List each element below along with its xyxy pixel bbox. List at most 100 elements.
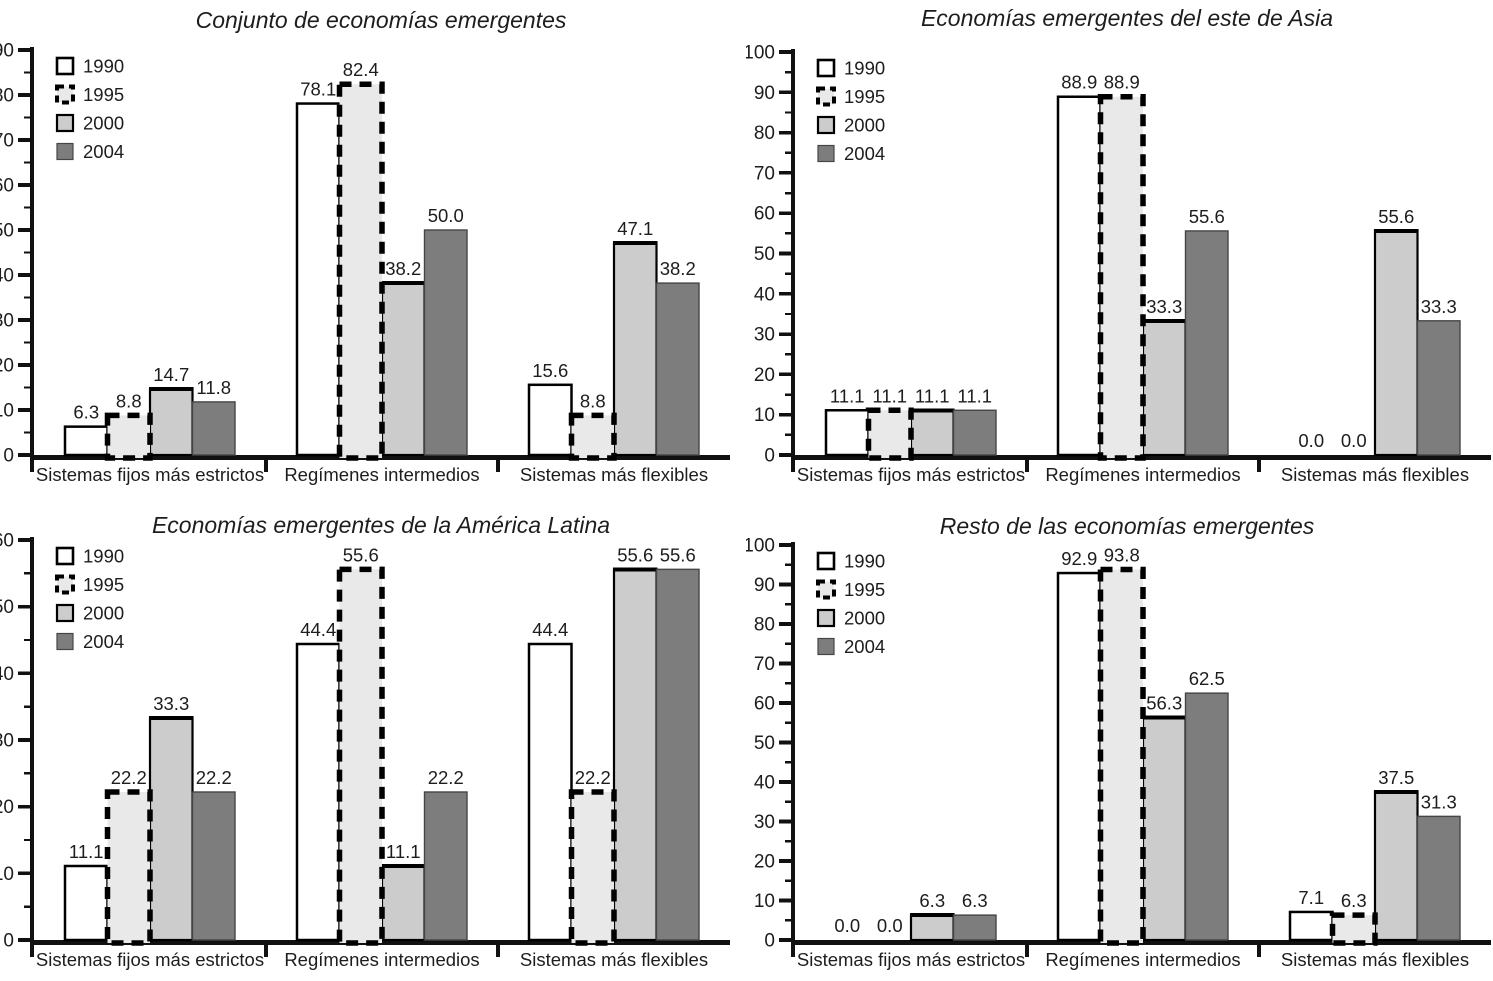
y-axis: [29, 47, 35, 472]
bar-value-label: 22.2: [196, 767, 232, 788]
bar-top-edge: [149, 386, 194, 391]
y-minor-tick: [785, 563, 793, 566]
bar-2004: [423, 229, 468, 456]
y-major-tick: [18, 48, 32, 52]
category-label: Sistemas fijos más estrictos: [797, 464, 1025, 485]
bar-value-label: 33.3: [1421, 296, 1457, 317]
legend-item-1990: 1990: [816, 58, 885, 79]
bar-value-label: 6.3: [73, 402, 99, 423]
bar-2004: [191, 401, 236, 456]
bar-value-label: 44.4: [300, 619, 336, 640]
y-tick-label: 50: [754, 244, 775, 265]
legend-item-2000: 2000: [55, 603, 124, 624]
legend-label: 1990: [83, 546, 124, 567]
y-tick-label: 60: [0, 531, 14, 552]
bar-top-edge: [613, 241, 658, 246]
legend-swatch-1990: [816, 551, 836, 571]
y-major-tick: [18, 804, 32, 809]
y-minor-tick: [785, 642, 793, 645]
legend-item-1990: 1990: [55, 546, 124, 567]
legend-item-2000: 2000: [55, 113, 124, 134]
y-minor-tick: [785, 111, 793, 114]
y-major-tick: [779, 130, 793, 135]
bar-1995: [104, 789, 153, 946]
y-minor-tick: [24, 838, 32, 842]
y-tick-label: 30: [754, 812, 775, 833]
y-axis: [29, 537, 35, 957]
x-axis-tick: [495, 460, 501, 472]
bar-value-label: 22.2: [428, 767, 464, 788]
bar-value-label: 11.1: [957, 385, 992, 406]
bar-2004: [1184, 230, 1229, 456]
y-major-tick: [18, 871, 32, 876]
y-major-tick: [779, 938, 793, 942]
y-minor-tick: [785, 151, 793, 154]
bar-2000: [909, 409, 955, 457]
category-label: Regímenes intermedios: [1045, 949, 1240, 970]
bar-value-label: 6.3: [919, 890, 945, 911]
legend-item-2004: 2004: [817, 143, 885, 164]
bar-1995: [104, 412, 153, 461]
legend-item-1995: 1995: [816, 579, 885, 600]
bar-1990: [527, 383, 573, 457]
legend-item-2000: 2000: [816, 608, 885, 629]
y-minor-tick: [785, 393, 793, 396]
bar-2000: [1141, 716, 1187, 942]
y-tick-label: 90: [754, 575, 775, 596]
bar-value-label: 50.0: [428, 205, 464, 226]
y-major-tick: [779, 50, 793, 54]
category-label: Sistemas más flexibles: [520, 464, 708, 485]
y-major-tick: [18, 738, 32, 742]
bar-value-label: 55.6: [343, 544, 379, 565]
chart-panel-america-latina: Economías emergentes de la América Latin…: [0, 512, 730, 970]
bar-2000: [380, 282, 426, 457]
panel-title: Resto de las economías emergentes: [940, 513, 1315, 539]
y-tick-label: 60: [0, 176, 14, 197]
y-minor-tick: [24, 341, 32, 344]
y-tick-label: 30: [0, 311, 14, 332]
bar-1990: [1056, 95, 1102, 457]
y-minor-tick: [785, 721, 793, 724]
legend-item-1995: 1995: [55, 84, 124, 105]
bar-value-label: 11.8: [196, 377, 231, 398]
y-minor-tick: [24, 251, 32, 254]
bar-2004: [1416, 815, 1461, 941]
legend-label: 2000: [844, 608, 885, 629]
bar-value-label: 38.2: [385, 258, 421, 279]
bar-top-edge: [149, 716, 194, 720]
bar-value-label: 22.2: [111, 767, 147, 788]
y-tick-label: 10: [754, 891, 775, 912]
legend-item-2004: 2004: [56, 631, 124, 652]
bar-2000: [148, 716, 194, 942]
category-label: Regímenes intermedios: [1045, 464, 1240, 485]
bar-value-label: 11.1: [386, 841, 421, 862]
y-major-tick: [18, 408, 32, 412]
y-major-tick: [779, 171, 793, 175]
y-minor-tick: [24, 905, 32, 908]
bar-value-label: 8.8: [580, 390, 606, 411]
bar-2004: [655, 282, 700, 456]
legend-label: 1995: [844, 86, 885, 107]
y-tick-label: 20: [0, 356, 14, 377]
legend: 1990 1995 2000 2004: [816, 551, 885, 657]
legend-swatch-2004: [56, 632, 74, 651]
bar-2000: [909, 914, 955, 942]
y-major-tick: [779, 701, 793, 705]
legend-item-1990: 1990: [55, 56, 124, 77]
y-major-tick: [779, 292, 793, 296]
bar-value-label: 88.9: [1104, 72, 1140, 93]
category-label: Sistemas más flexibles: [1281, 949, 1469, 970]
bar-value-label: 6.3: [1341, 890, 1367, 911]
bar-top-edge: [381, 864, 426, 868]
bar-value-label: 11.1: [872, 385, 907, 406]
y-major-tick: [779, 859, 793, 863]
bar-value-label: 0.0: [877, 915, 903, 936]
y-minor-tick: [785, 800, 793, 803]
panel-cell-top-right: Economías emergentes del este de Asia 0 10…: [746, 0, 1493, 490]
y-tick-label: 100: [746, 43, 775, 64]
legend-label: 1990: [844, 58, 885, 79]
y-minor-tick: [785, 433, 793, 437]
legend-swatch-2000: [55, 603, 75, 623]
legend-swatch-1995: [816, 86, 836, 107]
y-major-tick: [779, 780, 793, 784]
